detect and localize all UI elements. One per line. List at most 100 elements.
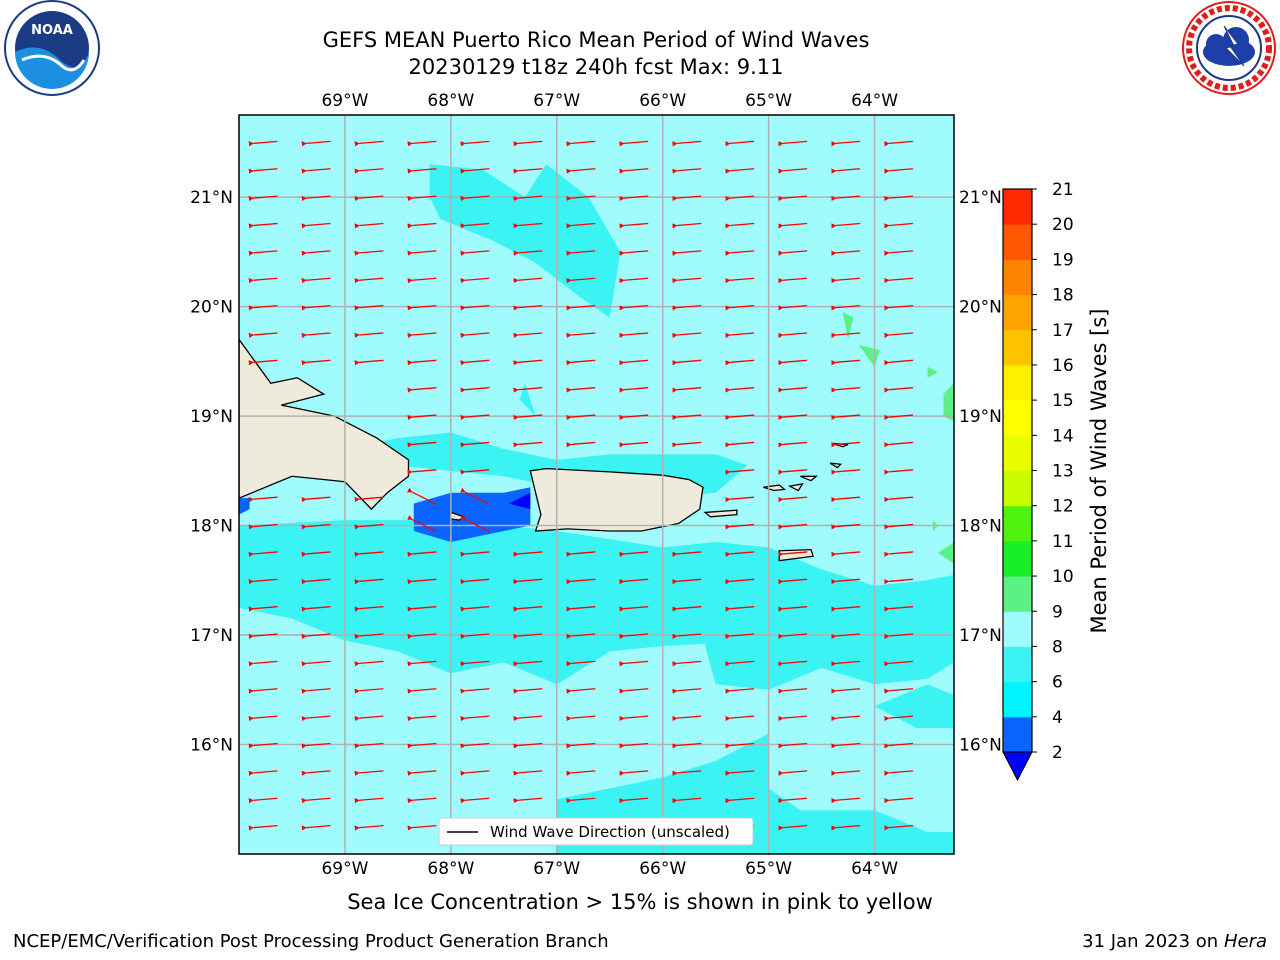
wave-direction-arrow	[248, 824, 278, 831]
wave-direction-arrow	[831, 797, 861, 804]
wave-direction-arrow	[725, 770, 755, 776]
colorbar-tick-label: 11	[1052, 532, 1074, 552]
wave-direction-arrow	[672, 195, 702, 202]
wave-direction-arrow	[354, 304, 384, 311]
wave-direction-arrow	[831, 606, 861, 612]
wave-direction-arrow	[831, 222, 861, 229]
wave-direction-arrow	[672, 606, 702, 612]
land-tortola	[800, 475, 819, 482]
wave-direction-arrow	[459, 487, 490, 505]
wave-direction-arrow	[884, 250, 914, 256]
period-region-9-10	[842, 312, 854, 340]
colorbar-swatch	[1003, 681, 1032, 718]
wave-direction-arrow	[725, 523, 755, 530]
map-frame	[238, 114, 955, 855]
wave-direction-arrow	[831, 715, 861, 722]
lon-tick-label-top: 68°W	[427, 91, 474, 111]
wave-direction-arrow	[354, 742, 384, 749]
wave-direction-arrow	[354, 359, 384, 366]
wave-direction-arrow	[831, 633, 861, 640]
wave-direction-arrow	[354, 633, 384, 640]
wave-direction-arrow	[884, 523, 914, 530]
lon-tick-label-top: 66°W	[639, 91, 686, 111]
wave-direction-arrow	[513, 441, 543, 448]
wave-direction-arrow	[460, 222, 490, 229]
wave-direction-arrow	[672, 140, 702, 147]
wave-direction-arrow	[725, 742, 755, 749]
wave-direction-arrow	[884, 359, 914, 366]
wave-direction-arrow	[566, 332, 596, 338]
map-subtitle: 20230129 t18z 240h fcst Max: 9.11	[408, 55, 784, 79]
wave-direction-arrow	[831, 824, 861, 831]
colorbar-swatch	[1003, 716, 1032, 753]
wave-direction-arrow	[407, 332, 437, 338]
wave-direction-arrow	[460, 469, 490, 475]
period-region-6-8	[239, 520, 954, 685]
wave-direction-arrow	[725, 551, 755, 557]
wave-direction-arrow	[460, 414, 490, 421]
wave-direction-arrow	[248, 195, 278, 202]
wave-direction-arrow	[513, 277, 543, 284]
wave-direction-arrow	[460, 250, 490, 256]
wave-direction-arrow	[248, 688, 278, 694]
wave-direction-arrow	[619, 688, 649, 694]
wave-direction-arrow	[672, 633, 702, 640]
wave-direction-arrow	[301, 359, 331, 366]
wave-direction-arrow	[566, 441, 596, 448]
wave-direction-arrow	[778, 606, 808, 612]
wave-direction-arrow	[778, 277, 808, 284]
wave-direction-arrow	[301, 688, 331, 694]
wave-direction-arrow	[672, 250, 702, 256]
map-title: GEFS MEAN Puerto Rico Mean Period of Win…	[322, 28, 870, 52]
wave-direction-arrow	[619, 387, 649, 393]
wave-direction-arrow	[619, 578, 649, 585]
wave-direction-arrow	[407, 414, 437, 421]
sea-ice-caption: Sea Ice Concentration > 15% is shown in …	[347, 890, 933, 914]
lat-tick-label-left: 16°N	[190, 736, 233, 756]
colorbar-swatch	[1003, 611, 1032, 647]
wave-direction-arrow	[354, 688, 384, 694]
wave-direction-arrow	[725, 140, 755, 147]
wave-direction-arrow	[619, 277, 649, 284]
wave-direction-arrow	[831, 770, 861, 776]
lat-tick-label-left: 20°N	[190, 298, 233, 318]
colorbar-label: Mean Period of Wind Waves [s]	[1087, 309, 1111, 634]
wave-direction-arrow	[778, 523, 808, 530]
wave-direction-arrow	[460, 195, 490, 202]
wave-direction-arrow	[778, 797, 808, 804]
wave-direction-arrow	[778, 770, 808, 776]
wave-direction-arrow	[460, 770, 490, 776]
wave-direction-arrow	[460, 715, 490, 722]
nws-logo	[1182, 1, 1276, 95]
wave-direction-arrow	[566, 770, 596, 776]
wave-direction-arrow	[566, 688, 596, 694]
wave-direction-arrow	[566, 715, 596, 722]
wave-direction-arrow	[248, 797, 278, 804]
wave-direction-arrow	[460, 304, 490, 311]
wave-direction-arrow	[248, 140, 278, 147]
wave-direction-arrow	[513, 387, 543, 393]
wave-direction-arrow	[884, 797, 914, 804]
colorbar-swatch	[1003, 646, 1032, 683]
wave-direction-arrow	[513, 578, 543, 585]
wave-direction-arrow	[778, 250, 808, 256]
wave-direction-arrow	[407, 277, 437, 284]
wave-direction-arrow	[566, 551, 596, 557]
wave-direction-arrow	[778, 496, 808, 503]
wave-direction-arrow	[460, 140, 490, 147]
wave-direction-arrow	[831, 304, 861, 311]
wave-direction-arrow	[884, 168, 914, 174]
wave-direction-arrow	[248, 222, 278, 229]
wind-wave-arrows	[248, 140, 914, 831]
wave-direction-arrow	[354, 824, 384, 831]
wave-direction-arrow	[513, 304, 543, 311]
wave-direction-arrow	[725, 688, 755, 694]
wave-direction-arrow	[672, 441, 702, 448]
wave-direction-arrow	[831, 332, 861, 338]
wave-direction-arrow	[513, 168, 543, 174]
wave-direction-arrow	[725, 496, 755, 503]
colorbar-swatch	[1003, 540, 1032, 577]
colorbar-extend-arrow	[1002, 751, 1033, 782]
wave-direction-arrow	[460, 387, 490, 393]
